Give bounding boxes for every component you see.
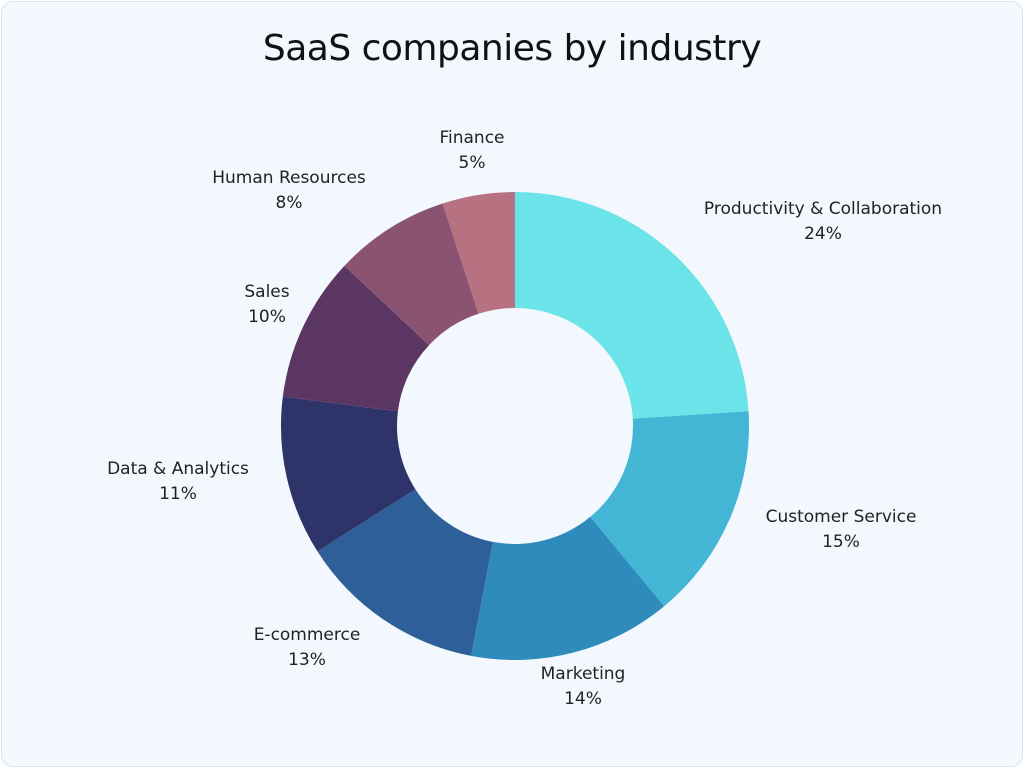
slice-value-label: 5% <box>459 153 486 173</box>
donut-slice-sales <box>282 265 429 412</box>
donut-slice-productivity-collaboration <box>515 192 749 419</box>
donut-slice-e-commerce <box>317 489 493 656</box>
slice-label: Productivity & Collaboration <box>704 199 942 219</box>
donut-slice-marketing <box>471 516 665 660</box>
slice-value-label: 11% <box>159 484 197 504</box>
slice-value-label: 15% <box>822 532 860 552</box>
slice-label: Data & Analytics <box>107 459 249 479</box>
donut-slice-customer-service <box>590 411 749 607</box>
slice-value-label: 8% <box>276 193 303 213</box>
slice-label: Marketing <box>541 664 626 684</box>
donut-slice-data-analytics <box>281 396 416 552</box>
donut-slice-finance <box>442 192 515 314</box>
donut-slice-human-resources <box>344 203 479 346</box>
slice-value-label: 13% <box>288 650 326 670</box>
slice-value-label: 14% <box>564 689 602 709</box>
slice-label: Human Resources <box>212 168 366 188</box>
slice-value-label: 24% <box>804 224 842 244</box>
slice-label: Finance <box>439 128 504 148</box>
slice-label: E-commerce <box>254 625 361 645</box>
slice-label: Customer Service <box>766 507 917 527</box>
slice-value-label: 10% <box>248 307 286 327</box>
chart-title: SaaS companies by industry <box>262 28 762 69</box>
slice-label: Sales <box>244 282 289 302</box>
